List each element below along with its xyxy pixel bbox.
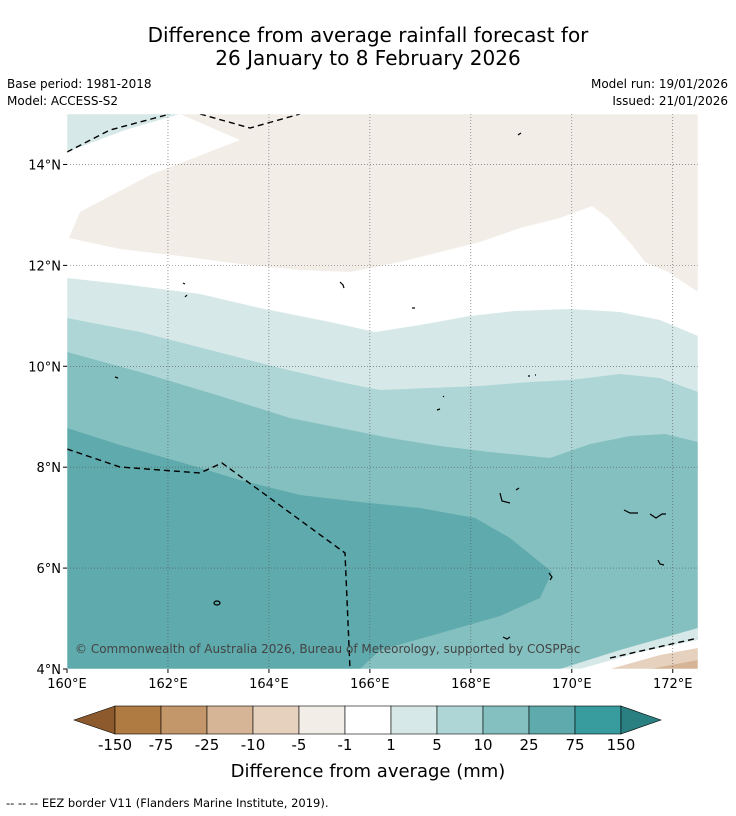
colorbar-tick-label: 75 (565, 736, 585, 754)
x-tick-label: 168°E (451, 677, 491, 692)
gridlines (67, 114, 698, 669)
band-se-brown-light (610, 648, 698, 669)
colorbar-title: Difference from average (mm) (230, 761, 506, 782)
title-line-1: Difference from average rainfall forecas… (147, 23, 589, 47)
band-se-brown (650, 660, 698, 669)
y-tick-label: 4°N (37, 663, 62, 678)
x-tick-label: 162°E (148, 677, 188, 692)
colorbar-segment (206, 705, 254, 735)
island (623, 509, 666, 519)
x-tick-label: 164°E (249, 677, 289, 692)
map-frame (66, 113, 699, 670)
model-run: Model run: 19/01/2026 (590, 77, 728, 91)
y-tick-label: 14°N (28, 158, 61, 173)
eez-border-south (67, 448, 351, 669)
colorbar-tick-label: -10 (240, 736, 266, 754)
island (339, 281, 345, 289)
dry-band-north (69, 114, 698, 292)
colorbar (73, 705, 662, 735)
colorbar-tick-label: 1 (386, 736, 396, 754)
island (657, 559, 665, 566)
island (436, 395, 445, 411)
island (517, 132, 522, 136)
y-tick-label: 12°N (28, 259, 61, 274)
eez-borders (67, 114, 698, 669)
colorbar-segment (482, 705, 530, 735)
island (114, 376, 119, 379)
island (213, 600, 221, 606)
wet-patch-north (67, 114, 180, 152)
band-25-to-75 (67, 428, 552, 669)
colorbar-segment (298, 705, 346, 735)
colorbar-extend-low (73, 705, 116, 735)
title-line-2: 26 January to 8 February 2026 (215, 46, 521, 70)
colorbar-segment (528, 705, 576, 735)
colorbar-segment (160, 705, 208, 735)
colorbar-tick-label: -1 (337, 736, 353, 754)
eez-legend: -- -- -- EEZ border V11 (Flanders Marine… (6, 796, 329, 810)
colorbar-tick-label: 150 (606, 736, 636, 754)
colorbar-tick-label: -75 (148, 736, 174, 754)
model-name: Model: ACCESS-S2 (7, 94, 119, 108)
island (528, 374, 536, 377)
eez-border-se (609, 637, 698, 659)
x-tick-label: 170°E (552, 677, 592, 692)
colorbar-tick-label: 10 (473, 736, 493, 754)
colorbar-tick-label: -150 (97, 736, 133, 754)
colorbar-segment (390, 705, 438, 735)
island (502, 636, 511, 640)
y-tick-label: 8°N (37, 461, 62, 476)
map-plot-area (67, 114, 698, 669)
y-tick-label: 10°N (28, 360, 61, 375)
island (548, 572, 553, 581)
axis-ticks: 160°E 162°E 164°E 166°E 168°E 170°E 172°E 14°N 1… (28, 158, 692, 692)
colorbar-segment (574, 705, 622, 735)
island (182, 282, 186, 285)
colorbar-tick-label: -25 (194, 736, 220, 754)
island (499, 487, 520, 504)
x-tick-label: 160°E (47, 677, 87, 692)
colorbar-extend-high (620, 705, 662, 735)
x-tick-label: 166°E (350, 677, 390, 692)
colorbar-tick-label: 25 (519, 736, 539, 754)
base-period: Base period: 1981-2018 (7, 77, 152, 91)
y-tick-label: 6°N (37, 562, 62, 577)
colorbar-tick-label: 5 (432, 736, 442, 754)
copyright-notice: © Commonwealth of Australia 2026, Bureau… (75, 642, 580, 656)
colorbar-segment (344, 705, 392, 735)
colorbar-tick-label: -5 (291, 736, 307, 754)
x-tick-label: 172°E (653, 677, 693, 692)
islands (114, 132, 666, 640)
colorbar-segment (114, 705, 162, 735)
colorbar-segment (436, 705, 484, 735)
issued-date: Issued: 21/01/2026 (612, 94, 728, 108)
island (184, 294, 188, 298)
eez-border-north-2 (199, 114, 301, 129)
colorbar-segment (252, 705, 300, 735)
